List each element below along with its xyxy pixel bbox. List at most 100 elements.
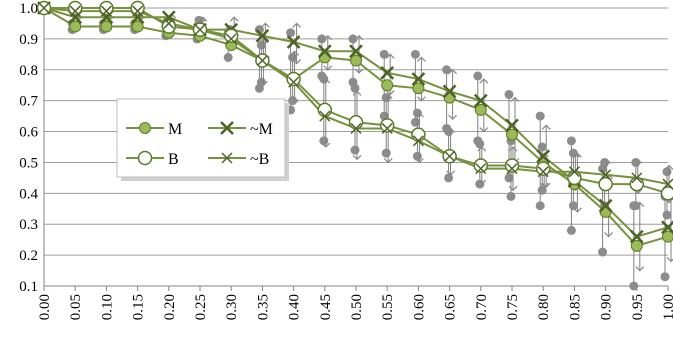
error-cap (412, 151, 422, 161)
error-cap (350, 145, 360, 155)
point-marker (536, 149, 551, 164)
point-marker (379, 118, 395, 133)
error-cap (662, 210, 672, 220)
point-marker (505, 118, 519, 133)
x-tick-label: 0.05 (68, 294, 84, 320)
error-cap (410, 49, 420, 59)
point-marker (475, 163, 487, 175)
x-tick-label: 0.70 (474, 294, 490, 320)
point-marker (567, 170, 582, 186)
point-marker (662, 178, 673, 190)
point-marker (221, 152, 233, 164)
point-marker (537, 166, 549, 178)
error-cap (292, 22, 302, 28)
x-tick-label: 0.00 (37, 294, 53, 320)
error-cap (662, 167, 672, 177)
error-cap (535, 111, 545, 121)
point-marker (535, 161, 551, 176)
x-tick-label: 0.40 (287, 294, 303, 320)
error-cap (541, 182, 551, 189)
point-marker (442, 84, 457, 99)
error-cap (256, 40, 266, 50)
error-cap (537, 142, 547, 152)
point-marker (350, 54, 362, 67)
error-cap (288, 52, 298, 62)
error-cap (381, 93, 391, 103)
error-cap (635, 266, 645, 272)
y-tick-label: 0.5 (19, 155, 38, 171)
point-marker (598, 198, 613, 213)
point-marker (598, 176, 613, 192)
point-marker (288, 76, 300, 88)
y-tick-label: 0.7 (19, 94, 38, 110)
error-cap (196, 16, 206, 22)
x-tick-label: 0.10 (99, 294, 115, 320)
error-cap (383, 93, 393, 99)
point-marker (661, 220, 673, 235)
point-marker (350, 122, 362, 134)
error-cap (504, 89, 514, 99)
legend-label: ~B (250, 151, 269, 168)
error-cap (258, 80, 268, 87)
point-marker (286, 35, 301, 49)
legend-label: M (168, 121, 182, 138)
point-marker (67, 0, 83, 16)
error-cap (286, 28, 296, 38)
y-tick-label: 0.1 (19, 279, 38, 295)
point-marker (629, 229, 644, 244)
point-marker (631, 172, 643, 184)
x-tick-label: 0.50 (349, 294, 365, 320)
error-cap (352, 90, 362, 96)
point-marker (381, 122, 393, 134)
x-tick-label: 0.25 (193, 294, 209, 320)
point-marker (255, 28, 270, 43)
error-cap (354, 68, 364, 74)
x-tick-label: 0.80 (536, 294, 552, 320)
x-tick-label: 1.00 (661, 294, 673, 320)
error-cap (566, 136, 576, 146)
point-marker (100, 20, 113, 33)
point-marker (473, 93, 488, 108)
point-marker (139, 122, 151, 134)
error-cap (629, 281, 639, 291)
point-marker (38, 2, 50, 14)
error-cap (379, 49, 389, 59)
error-cap (477, 179, 487, 185)
legend: M ~M B ~B (116, 98, 289, 181)
error-cap (229, 16, 239, 22)
error-cap (504, 173, 514, 183)
error-cap (473, 71, 483, 81)
error-cap (319, 74, 329, 84)
error-cap (598, 247, 608, 257)
point-marker (220, 121, 234, 135)
error-cap (350, 83, 360, 93)
error-cap (354, 34, 364, 41)
error-cap (321, 78, 331, 84)
x-axis-tick-labels: 0.00 0.05 0.10 0.15 0.20 0.25 0.30 0.35 0.40 0.45… (37, 286, 673, 320)
error-cap (323, 65, 333, 71)
y-axis-tick-labels: 0.1 0.2 0.3 0.4 0.5 0.6 0.7 0.8 0.9 1.0 (19, 1, 38, 295)
error-cap (475, 139, 485, 149)
point-marker (317, 102, 333, 118)
error-cap (566, 225, 576, 235)
error-cap (385, 53, 395, 59)
error-cap (568, 201, 578, 211)
y-tick-label: 0.8 (19, 63, 38, 79)
error-cap (381, 148, 391, 158)
point-marker (131, 20, 144, 33)
y-tick-label: 0.4 (19, 186, 38, 202)
legend-label: ~M (250, 121, 273, 138)
error-cap (223, 52, 233, 62)
x-tick-label: 0.60 (411, 294, 427, 320)
error-cap (568, 148, 578, 158)
error-cap (414, 157, 424, 164)
point-marker (568, 166, 580, 178)
error-cap (508, 185, 518, 192)
error-cap (323, 34, 333, 41)
error-cap (385, 90, 395, 96)
error-cap (383, 157, 393, 164)
y-tick-label: 1.0 (19, 1, 38, 17)
error-cap (446, 170, 456, 176)
error-cap (600, 157, 610, 167)
